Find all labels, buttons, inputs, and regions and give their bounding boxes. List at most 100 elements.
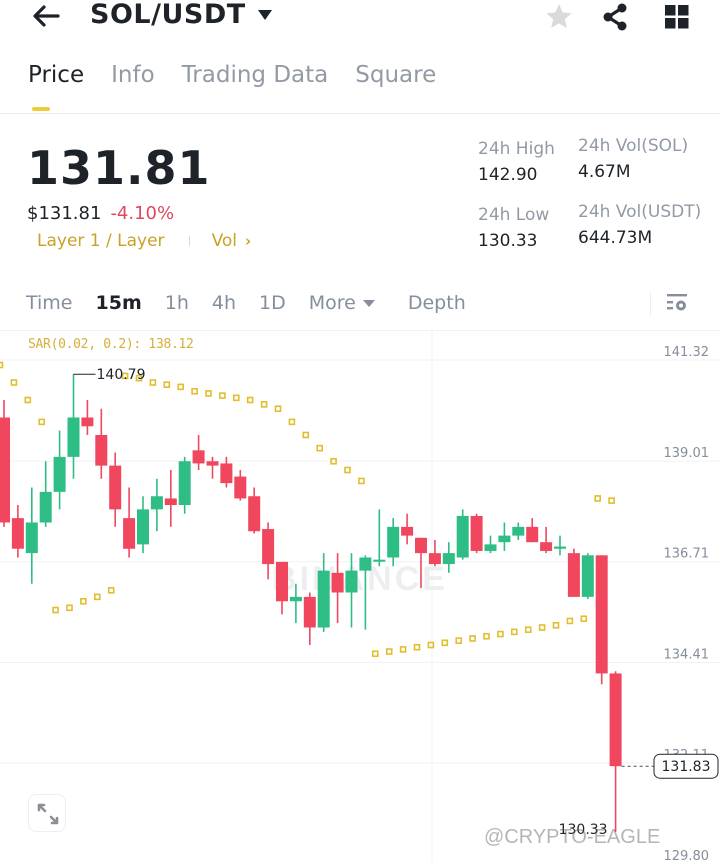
interval-time[interactable]: Time xyxy=(26,292,73,314)
interval-1d[interactable]: 1D xyxy=(259,292,286,314)
candle-up xyxy=(512,526,525,536)
caret-down-icon xyxy=(257,9,272,20)
interval-15m[interactable]: 15m xyxy=(95,292,142,314)
sar-dot xyxy=(80,597,87,605)
candle-up xyxy=(137,509,149,545)
candle-up xyxy=(25,522,38,554)
sar-dot xyxy=(94,593,101,601)
stat-label: 24h Low xyxy=(478,205,550,225)
tab-price[interactable]: Price xyxy=(28,62,84,111)
sar-dot xyxy=(135,374,143,382)
sar-dot xyxy=(538,624,546,631)
candle-up xyxy=(581,555,594,597)
sar-dot xyxy=(483,632,490,640)
more-label: More xyxy=(308,292,356,314)
candle-down xyxy=(540,542,553,551)
sar-dot xyxy=(0,361,4,369)
candle-down xyxy=(276,561,288,602)
interval-1h[interactable]: 1h xyxy=(164,292,189,314)
expand-icon xyxy=(37,803,59,825)
tab-square[interactable]: Square xyxy=(355,62,437,88)
candle-up xyxy=(150,496,163,510)
sar-dot xyxy=(149,379,157,386)
y-axis-tick: 129.80 xyxy=(664,849,710,862)
sar-dot xyxy=(580,615,588,623)
top-bar: SOL/USDT xyxy=(0,0,720,36)
sar-dot xyxy=(566,617,574,625)
candle-down xyxy=(567,553,580,597)
vol-link[interactable]: Vol xyxy=(211,231,237,251)
max-price-label: 140.79 xyxy=(97,367,146,383)
star-icon[interactable] xyxy=(544,2,574,32)
candle-down xyxy=(206,461,219,466)
interval-4h[interactable]: 4h xyxy=(211,292,237,314)
y-axis-tick: 139.01 xyxy=(664,446,710,461)
sar-dot xyxy=(371,650,379,658)
candle-down xyxy=(415,537,427,554)
sar-dot xyxy=(121,372,129,380)
candle-down xyxy=(123,518,136,549)
interval-separator xyxy=(650,291,651,317)
sar-dot xyxy=(469,635,476,642)
candle-up xyxy=(554,546,566,549)
category-tag[interactable]: Layer 1 / Layer xyxy=(37,231,165,251)
sar-dot xyxy=(163,381,171,388)
sar-dot xyxy=(66,604,73,612)
sar-dot xyxy=(260,401,268,408)
stat-24h-high: 24h High 142.90 xyxy=(478,139,555,185)
tags-row: Layer 1 / Layer Vol › xyxy=(37,231,251,251)
sar-dot xyxy=(455,637,463,644)
tab-trading-data[interactable]: Trading Data xyxy=(181,62,329,88)
candle-down xyxy=(303,596,316,628)
candle-down xyxy=(11,518,24,549)
candle-down xyxy=(234,476,247,499)
sar-dot xyxy=(524,626,532,633)
sar-dot xyxy=(274,405,282,413)
back-arrow-icon[interactable] xyxy=(30,2,62,30)
stat-value: 4.67M xyxy=(578,162,631,182)
pair-title: SOL/USDT xyxy=(90,0,246,30)
current-price-box xyxy=(653,753,719,779)
sar-dot xyxy=(24,396,32,404)
stat-label: 24h Vol(USDT) xyxy=(578,202,702,222)
y-axis-tick: 134.41 xyxy=(664,647,710,662)
depth-tab[interactable]: Depth xyxy=(407,292,466,314)
stat-value: 130.33 xyxy=(478,231,538,251)
stat-value: 142.90 xyxy=(478,165,538,185)
caret-down-icon xyxy=(362,299,375,307)
stat-24h-vol-sol: 24h Vol(SOL) 4.67M xyxy=(578,136,688,182)
chevron-right-icon: › xyxy=(245,232,252,250)
pair-selector[interactable]: SOL/USDT xyxy=(90,0,272,30)
candlestick-chart[interactable]: 141.32139.01136.71134.41132.11129.80BINA… xyxy=(0,331,720,862)
candle-up xyxy=(289,596,302,602)
candle-up xyxy=(442,553,455,565)
grid-icon[interactable] xyxy=(662,2,692,32)
interval-bar: Time 15m 1h 4h 1D More Depth xyxy=(26,292,489,314)
candle-down xyxy=(401,526,414,536)
candle-down xyxy=(95,435,108,466)
sar-dot xyxy=(107,587,115,594)
candle-down xyxy=(595,555,608,674)
candle-down xyxy=(331,572,344,593)
sar-dot xyxy=(191,387,198,395)
sar-dot xyxy=(302,431,310,439)
tab-info[interactable]: Info xyxy=(111,62,155,88)
sar-dot xyxy=(233,394,240,402)
sar-dot xyxy=(608,497,615,504)
candle-up xyxy=(373,559,386,562)
sar-dot xyxy=(385,648,393,655)
sar-dot xyxy=(288,418,296,426)
fullscreen-button[interactable] xyxy=(28,794,66,832)
interval-more-dropdown[interactable]: More xyxy=(309,292,375,314)
candle-down xyxy=(609,673,622,767)
stat-24h-low: 24h Low 130.33 xyxy=(478,205,549,251)
candle-down xyxy=(470,515,483,551)
candle-down xyxy=(81,417,94,427)
sar-dot xyxy=(219,392,226,399)
sar-dot xyxy=(399,646,407,653)
sar-dot xyxy=(510,628,518,636)
y-axis-tick: 141.32 xyxy=(664,345,710,360)
share-icon[interactable] xyxy=(601,2,631,32)
candle-up xyxy=(39,491,52,523)
chart-settings-icon[interactable] xyxy=(664,291,690,317)
